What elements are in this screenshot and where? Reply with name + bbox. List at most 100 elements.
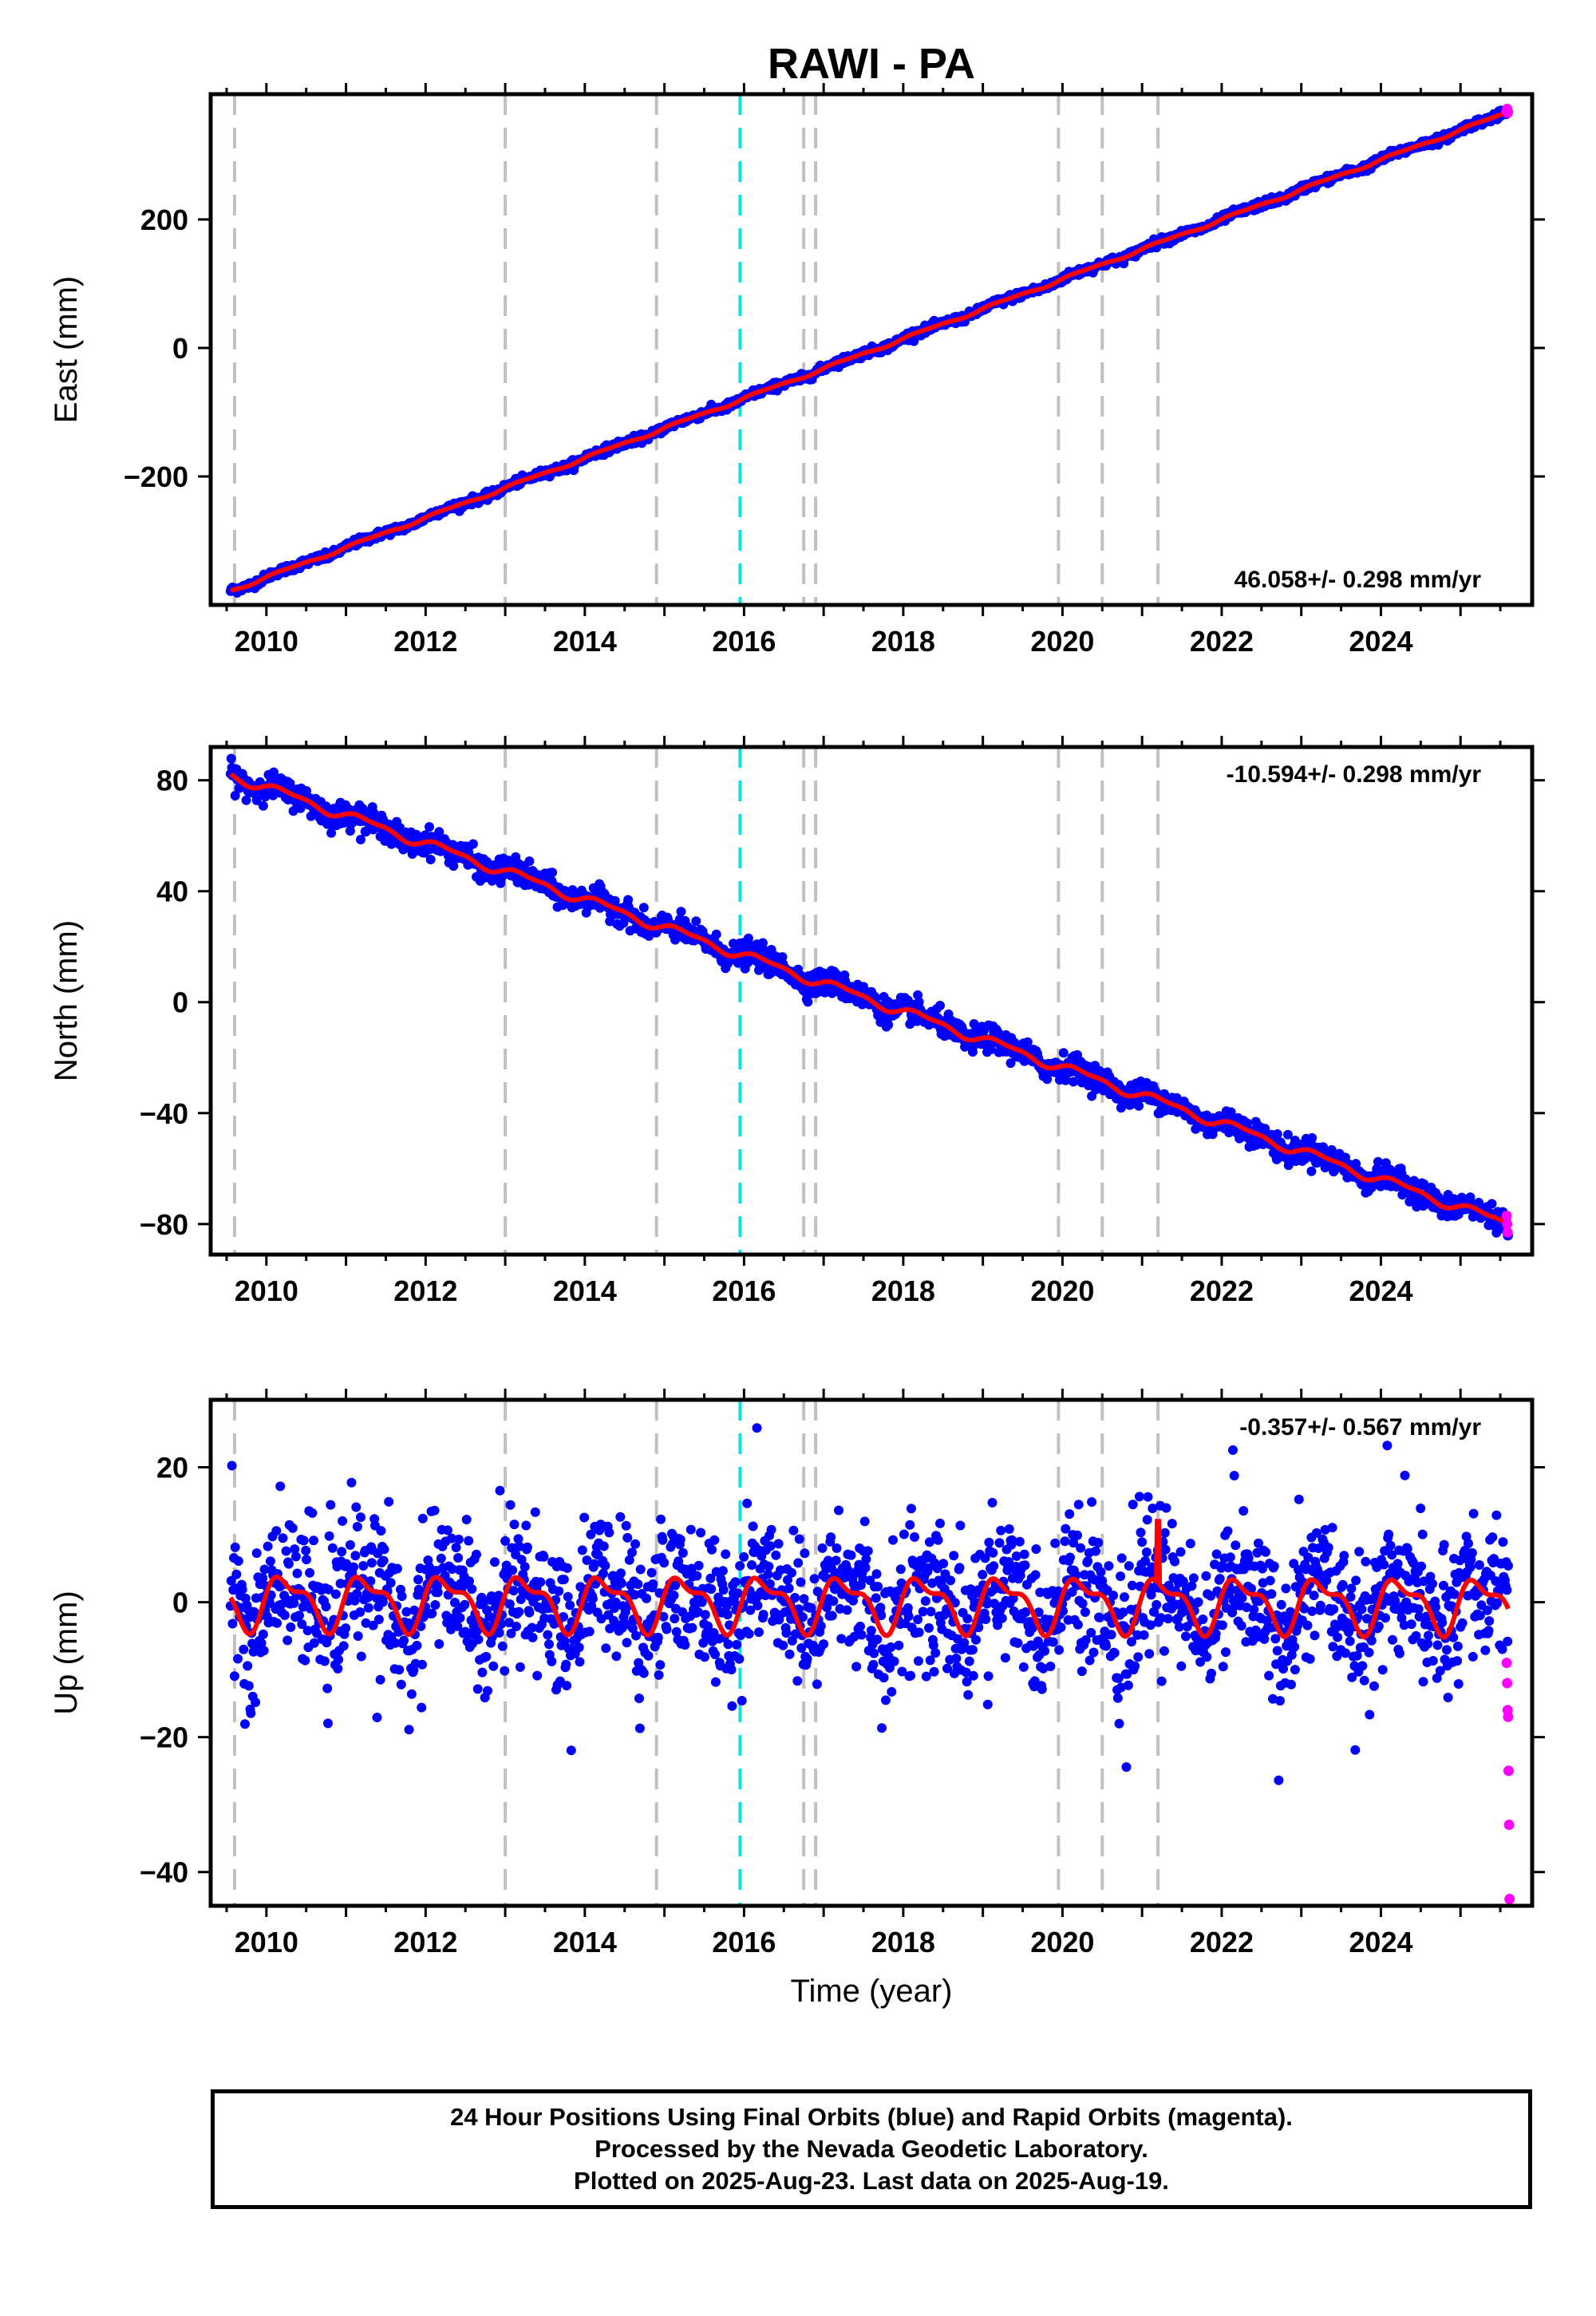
final-orbit-point bbox=[554, 1586, 564, 1596]
final-orbit-point bbox=[453, 1534, 464, 1544]
rapid-orbit-points bbox=[1501, 104, 1513, 118]
final-orbit-point bbox=[323, 1718, 333, 1729]
final-orbit-point bbox=[1487, 1199, 1497, 1209]
final-orbit-point bbox=[744, 1629, 754, 1639]
velocity-label: 46.058+/- 0.298 mm/yr bbox=[1235, 567, 1482, 593]
final-orbit-point bbox=[345, 1539, 355, 1550]
final-orbit-point bbox=[1005, 1058, 1016, 1069]
final-orbit-point bbox=[385, 1578, 396, 1588]
final-orbit-point bbox=[687, 1622, 697, 1633]
final-orbit-point bbox=[587, 1594, 598, 1604]
final-orbit-point bbox=[417, 1659, 427, 1670]
final-orbit-point bbox=[1272, 1129, 1282, 1139]
final-orbit-point bbox=[773, 1539, 784, 1549]
final-orbit-point bbox=[259, 1646, 269, 1656]
final-orbit-point bbox=[302, 1555, 311, 1565]
final-orbit-point bbox=[417, 1702, 427, 1713]
final-orbit-point bbox=[384, 1496, 394, 1507]
final-orbit-point bbox=[378, 1555, 389, 1566]
final-orbit-point bbox=[425, 855, 436, 864]
final-orbit-point bbox=[500, 1666, 510, 1676]
final-orbit-point bbox=[413, 1575, 424, 1585]
final-orbit-point bbox=[333, 1663, 343, 1674]
y-tick-label: 40 bbox=[156, 875, 188, 908]
final-orbit-point bbox=[227, 1460, 237, 1471]
final-orbit-point bbox=[635, 1564, 646, 1575]
final-orbit-point bbox=[787, 1567, 796, 1578]
final-orbit-point bbox=[356, 835, 365, 844]
final-orbit-point bbox=[226, 753, 236, 764]
final-orbit-point bbox=[757, 938, 768, 948]
final-orbit-point bbox=[675, 1535, 685, 1545]
final-orbit-point bbox=[630, 1539, 641, 1549]
final-orbit-point bbox=[676, 907, 686, 917]
panel-east: 2010 2012 2014 2016 2018 2020 2022 2024−2000200… bbox=[49, 83, 1545, 658]
final-orbit-point bbox=[584, 1626, 595, 1637]
final-orbit-point bbox=[706, 1584, 717, 1595]
y-tick-label: 0 bbox=[172, 332, 188, 365]
final-orbit-point bbox=[488, 1661, 499, 1671]
final-orbit-point bbox=[634, 1723, 645, 1733]
final-orbit-point bbox=[512, 1622, 521, 1631]
final-orbit-point bbox=[754, 1627, 764, 1638]
final-orbit-point bbox=[292, 1568, 302, 1579]
final-orbit-point bbox=[233, 1556, 243, 1566]
final-orbit-point bbox=[429, 1505, 440, 1516]
final-orbit-point bbox=[233, 1654, 243, 1664]
final-orbit-point bbox=[638, 903, 649, 913]
final-orbit-point bbox=[330, 1589, 341, 1599]
final-orbit-point bbox=[700, 1652, 709, 1662]
final-orbit-point bbox=[707, 1544, 717, 1555]
final-orbit-point bbox=[544, 1639, 554, 1650]
final-orbit-point bbox=[532, 1670, 543, 1681]
final-orbit-point bbox=[337, 1547, 347, 1557]
final-orbit-point bbox=[358, 1561, 369, 1571]
final-orbit-point bbox=[685, 1524, 696, 1535]
x-tick-label: 2018 bbox=[871, 625, 935, 658]
final-orbit-point bbox=[283, 1559, 294, 1569]
final-orbit-point bbox=[643, 1650, 654, 1661]
y-axis-label: East (mm) bbox=[49, 276, 84, 423]
rapid-orbit-points bbox=[1501, 1210, 1513, 1238]
y-tick-label: 200 bbox=[140, 204, 188, 236]
final-orbit-point bbox=[1022, 1037, 1033, 1047]
final-orbit-point bbox=[434, 827, 444, 837]
final-orbit-point bbox=[483, 1686, 492, 1696]
final-orbit-point bbox=[473, 1634, 484, 1645]
velocity-label: -10.594+/- 0.298 mm/yr bbox=[1227, 761, 1482, 788]
final-orbit-point bbox=[726, 1665, 737, 1674]
final-orbit-point bbox=[654, 1670, 664, 1680]
final-orbit-point bbox=[601, 1643, 611, 1654]
x-tick-label: 2014 bbox=[553, 1275, 617, 1307]
final-orbit-point bbox=[656, 1514, 666, 1524]
final-orbit-point bbox=[524, 1607, 535, 1618]
final-orbit-point bbox=[334, 1654, 344, 1665]
final-orbit-point bbox=[373, 1614, 384, 1625]
final-orbit-point bbox=[670, 1614, 680, 1624]
final-orbit-point bbox=[251, 795, 262, 805]
final-orbit-point bbox=[638, 1668, 649, 1678]
final-orbit-point bbox=[434, 1639, 444, 1649]
final-orbit-point bbox=[1058, 1048, 1069, 1058]
final-orbit-point bbox=[275, 1481, 286, 1492]
final-orbit-point bbox=[397, 1591, 407, 1602]
final-orbit-point bbox=[448, 861, 459, 871]
final-orbit-point bbox=[693, 1560, 704, 1571]
final-orbit-point bbox=[1069, 1077, 1079, 1087]
final-orbit-point bbox=[366, 1558, 377, 1568]
final-orbit-point bbox=[514, 1607, 524, 1617]
final-orbit-point bbox=[467, 1584, 477, 1595]
final-orbit-point bbox=[764, 1561, 774, 1571]
final-orbit-point bbox=[543, 1630, 553, 1640]
x-tick-label: 2010 bbox=[235, 625, 298, 658]
final-orbit-point bbox=[481, 1651, 492, 1662]
final-orbit-point bbox=[326, 1500, 336, 1510]
final-orbit-point bbox=[658, 1535, 668, 1545]
final-orbit-point bbox=[788, 1525, 799, 1535]
final-orbit-point bbox=[678, 1547, 688, 1558]
final-orbit-point bbox=[653, 1632, 663, 1642]
final-orbit-point bbox=[559, 1575, 569, 1585]
final-orbit-point bbox=[747, 1560, 757, 1570]
x-tick-label: 2024 bbox=[1349, 625, 1412, 658]
